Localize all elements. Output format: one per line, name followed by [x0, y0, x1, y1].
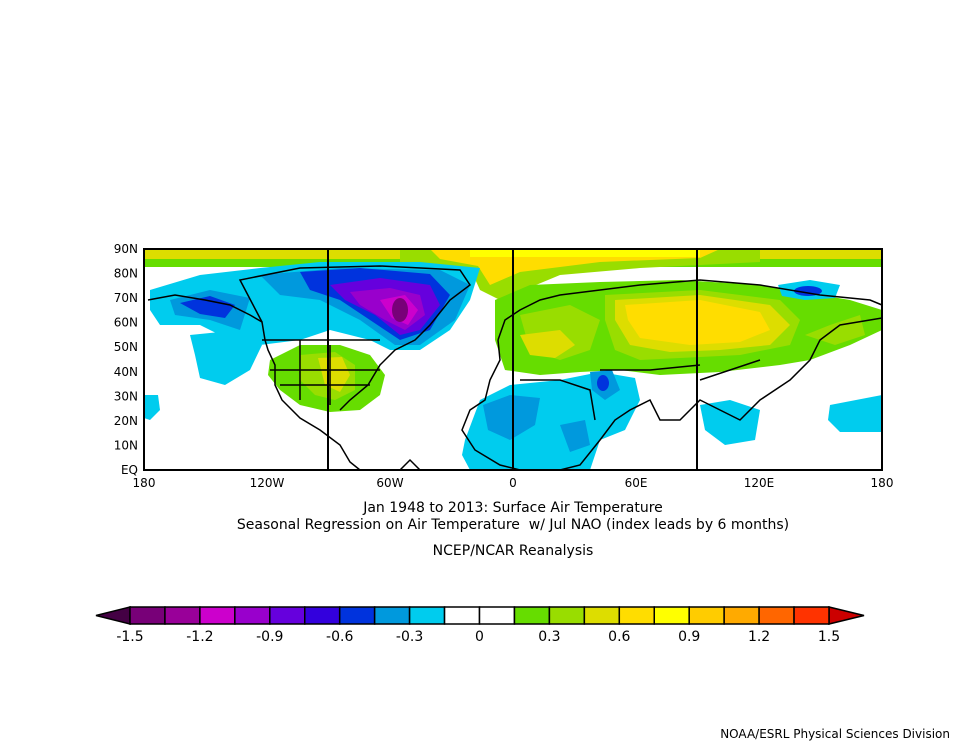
lat-label: 90N	[114, 242, 138, 256]
colorbar-label: 1.2	[748, 629, 770, 645]
latitude-labels: 90N 80N 70N 60N 50N 40N 30N 20N 10N EQ	[114, 242, 138, 477]
colorbar-box	[129, 606, 166, 625]
colorbar-box	[723, 606, 760, 625]
lat-label: EQ	[121, 463, 138, 477]
colorbar-box	[583, 606, 621, 625]
lat-label: 30N	[114, 389, 138, 403]
title-line-1: Jan 1948 to 2013: Surface Air Temperatur…	[362, 500, 663, 516]
colorbar-label: 0.6	[608, 629, 630, 645]
lon-label: 60W	[376, 476, 403, 490]
lat-label: 20N	[114, 414, 138, 428]
lon-label: 120E	[744, 476, 775, 490]
colorbar-label: 1.5	[818, 629, 840, 645]
map-panel: 90N 80N 70N 60N 50N 40N 30N 20N 10N EQ 180 120W 60W…	[114, 242, 894, 490]
footer-credit: NOAA/ESRL Physical Sciences Division	[720, 727, 950, 741]
colorbar-box	[269, 606, 306, 625]
colorbar-label: -1.2	[186, 629, 213, 645]
colorbar-label: -0.6	[326, 629, 353, 645]
map-frame	[143, 248, 883, 471]
longitude-labels: 180 120W 60W 0 60E 120E 180	[133, 476, 894, 490]
colorbar-box	[618, 606, 655, 625]
colorbar-label: 0	[475, 629, 484, 645]
title-line-2: Seasonal Regression on Air Temperature w…	[237, 517, 789, 533]
coastlines	[147, 265, 882, 470]
colorbar-box	[338, 606, 376, 625]
lat-label: 50N	[114, 340, 138, 354]
colorbar-label: 0.9	[678, 629, 700, 645]
lon-label: 180	[133, 476, 156, 490]
colorbar-box	[443, 606, 481, 625]
meridian-lines	[327, 249, 698, 470]
colorbar-box	[758, 606, 795, 625]
lon-label: 120W	[250, 476, 285, 490]
colorbar-box	[548, 606, 586, 625]
lat-label: 70N	[114, 291, 138, 305]
colorbar-box	[653, 606, 690, 625]
subtitle: NCEP/NCAR Reanalysis	[433, 543, 594, 559]
colorbar-box	[793, 606, 830, 625]
lat-label: 40N	[114, 365, 138, 379]
colorbar-box	[478, 606, 516, 625]
colorbar-box	[164, 606, 201, 625]
lat-label: 10N	[114, 438, 138, 452]
colorbar-box	[199, 606, 236, 625]
colorbar-box	[408, 606, 446, 625]
lat-label: 80N	[114, 267, 138, 281]
colorbar-box	[688, 606, 725, 625]
colorbar-low-extend	[95, 606, 131, 625]
colorbar-box	[513, 606, 551, 625]
lat-label: 60N	[114, 316, 138, 330]
lon-label: 180	[871, 476, 894, 490]
colorbar-label: -0.3	[396, 629, 423, 645]
colorbar-high-extend	[828, 606, 865, 625]
shaded-field	[144, 249, 882, 470]
colorbar-box	[304, 606, 341, 625]
colorbar: -1.5 -1.2 -0.9 -0.6 -0.3 0 0.3 0.6 0.9 1.2 1.5	[95, 606, 865, 645]
colorbar-label: -0.9	[256, 629, 283, 645]
lon-label: 0	[509, 476, 517, 490]
colorbar-label: -1.5	[116, 629, 143, 645]
colorbar-box	[234, 606, 271, 625]
lon-label: 60E	[625, 476, 648, 490]
colorbar-label: 0.3	[538, 629, 560, 645]
colorbar-box	[373, 606, 411, 625]
